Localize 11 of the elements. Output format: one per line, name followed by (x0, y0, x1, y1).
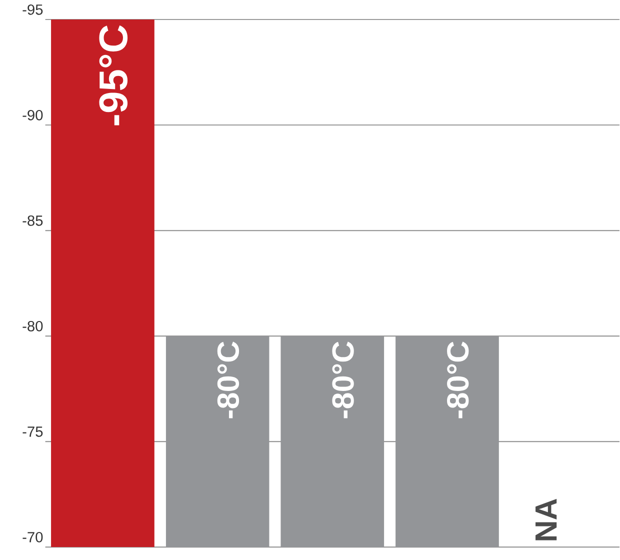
y-tick-label: -75 (22, 426, 43, 437)
y-tick-label: -80 (22, 320, 43, 332)
data-label: -80°C (447, 341, 469, 418)
data-label: -80°C (332, 341, 354, 418)
y-tick-label: -85 (22, 215, 43, 226)
data-label: -80°C (217, 341, 240, 418)
y-tick-label: -70 (22, 532, 43, 542)
y-tick-label: -90 (22, 110, 43, 120)
text: NA (536, 498, 557, 540)
y-tick-label: -95 (22, 4, 43, 15)
data-label: -95°C (99, 25, 128, 126)
